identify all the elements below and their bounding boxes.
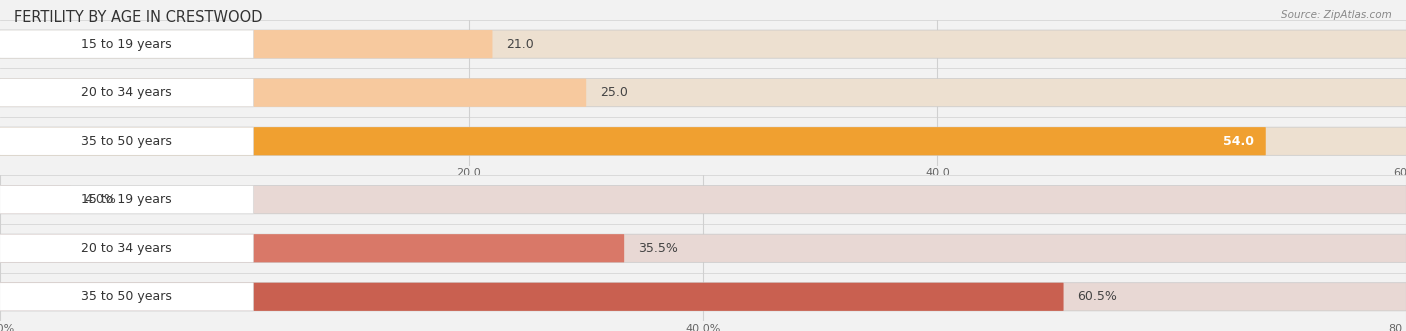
FancyBboxPatch shape <box>0 283 1063 311</box>
FancyBboxPatch shape <box>0 78 253 107</box>
FancyBboxPatch shape <box>0 234 1406 262</box>
Text: 15 to 19 years: 15 to 19 years <box>82 38 172 51</box>
FancyBboxPatch shape <box>0 78 586 107</box>
Text: Source: ZipAtlas.com: Source: ZipAtlas.com <box>1281 10 1392 20</box>
FancyBboxPatch shape <box>0 283 1406 311</box>
Text: 15 to 19 years: 15 to 19 years <box>82 193 172 206</box>
FancyBboxPatch shape <box>0 186 253 214</box>
FancyBboxPatch shape <box>0 30 492 58</box>
Text: 54.0: 54.0 <box>1223 135 1254 148</box>
FancyBboxPatch shape <box>0 234 624 262</box>
Text: 20 to 34 years: 20 to 34 years <box>82 86 172 99</box>
Text: 4.0%: 4.0% <box>84 193 117 206</box>
FancyBboxPatch shape <box>0 127 1406 155</box>
FancyBboxPatch shape <box>0 186 1406 214</box>
Text: FERTILITY BY AGE IN CRESTWOOD: FERTILITY BY AGE IN CRESTWOOD <box>14 10 263 25</box>
Text: 25.0: 25.0 <box>600 86 627 99</box>
FancyBboxPatch shape <box>0 127 253 155</box>
FancyBboxPatch shape <box>0 78 1406 107</box>
FancyBboxPatch shape <box>0 234 253 262</box>
Text: 60.5%: 60.5% <box>1077 290 1118 303</box>
FancyBboxPatch shape <box>0 30 1406 58</box>
Text: 35 to 50 years: 35 to 50 years <box>82 290 172 303</box>
Text: 35.5%: 35.5% <box>638 242 678 255</box>
FancyBboxPatch shape <box>0 127 1265 155</box>
FancyBboxPatch shape <box>0 283 253 311</box>
FancyBboxPatch shape <box>0 30 253 58</box>
Text: 21.0: 21.0 <box>506 38 534 51</box>
Text: 20 to 34 years: 20 to 34 years <box>82 242 172 255</box>
Text: 35 to 50 years: 35 to 50 years <box>82 135 172 148</box>
FancyBboxPatch shape <box>0 186 70 214</box>
